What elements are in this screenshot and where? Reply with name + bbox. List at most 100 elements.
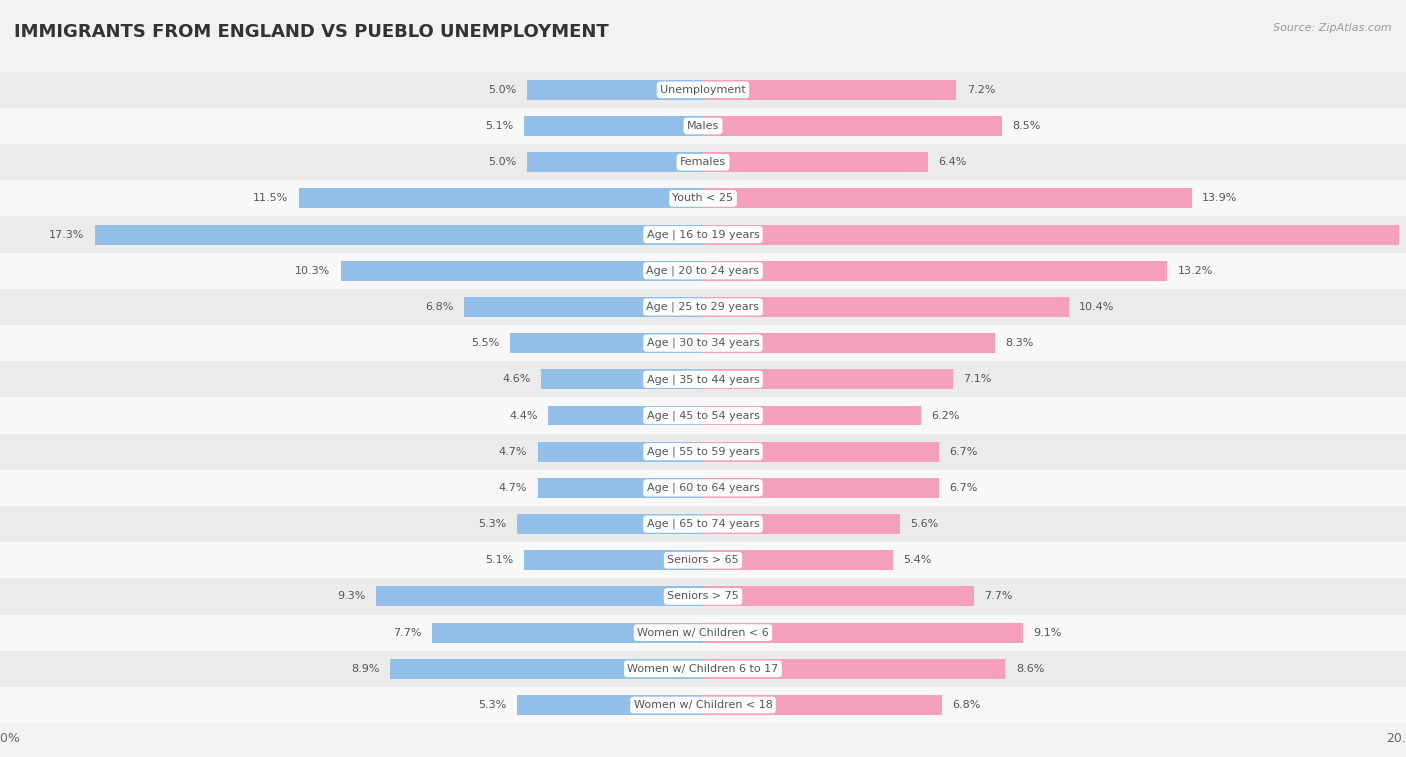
Text: Women w/ Children 6 to 17: Women w/ Children 6 to 17	[627, 664, 779, 674]
Bar	[517, 695, 703, 715]
Bar	[510, 333, 703, 353]
Bar	[0, 651, 1406, 687]
Text: 5.0%: 5.0%	[488, 85, 517, 95]
Bar	[0, 397, 1406, 434]
Bar	[703, 80, 956, 100]
Bar	[703, 623, 1024, 643]
Text: 8.3%: 8.3%	[1005, 338, 1033, 348]
Text: 10.4%: 10.4%	[1080, 302, 1115, 312]
Text: Age | 16 to 19 years: Age | 16 to 19 years	[647, 229, 759, 240]
Text: 17.3%: 17.3%	[49, 229, 84, 239]
Text: IMMIGRANTS FROM ENGLAND VS PUEBLO UNEMPLOYMENT: IMMIGRANTS FROM ENGLAND VS PUEBLO UNEMPL…	[14, 23, 609, 41]
Text: Age | 25 to 29 years: Age | 25 to 29 years	[647, 302, 759, 312]
Bar	[340, 261, 703, 281]
Text: 10.3%: 10.3%	[295, 266, 330, 276]
Text: 5.5%: 5.5%	[471, 338, 499, 348]
Bar	[433, 623, 703, 643]
Text: 5.3%: 5.3%	[478, 700, 506, 710]
Text: Age | 45 to 54 years: Age | 45 to 54 years	[647, 410, 759, 421]
Text: Seniors > 65: Seniors > 65	[668, 556, 738, 565]
Bar	[537, 442, 703, 462]
Bar	[548, 406, 703, 425]
Bar	[703, 369, 953, 389]
Text: 4.6%: 4.6%	[502, 374, 531, 385]
Text: Age | 35 to 44 years: Age | 35 to 44 years	[647, 374, 759, 385]
Text: Age | 60 to 64 years: Age | 60 to 64 years	[647, 483, 759, 493]
Text: 6.4%: 6.4%	[939, 157, 967, 167]
Text: 11.5%: 11.5%	[253, 193, 288, 204]
Bar	[0, 470, 1406, 506]
Bar	[0, 615, 1406, 651]
Bar	[703, 116, 1001, 136]
Text: Women w/ Children < 6: Women w/ Children < 6	[637, 628, 769, 637]
Text: Age | 20 to 24 years: Age | 20 to 24 years	[647, 266, 759, 276]
Bar	[527, 152, 703, 172]
Text: 5.6%: 5.6%	[911, 519, 939, 529]
Text: Women w/ Children < 18: Women w/ Children < 18	[634, 700, 772, 710]
Text: 4.7%: 4.7%	[499, 483, 527, 493]
Text: 5.0%: 5.0%	[488, 157, 517, 167]
Bar	[391, 659, 703, 679]
Text: Source: ZipAtlas.com: Source: ZipAtlas.com	[1274, 23, 1392, 33]
Bar	[0, 180, 1406, 217]
Bar	[703, 333, 995, 353]
Bar	[0, 144, 1406, 180]
Bar	[703, 550, 893, 570]
Bar	[517, 514, 703, 534]
Text: 6.7%: 6.7%	[949, 447, 977, 456]
Text: Males: Males	[688, 121, 718, 131]
Text: 4.7%: 4.7%	[499, 447, 527, 456]
Text: 13.2%: 13.2%	[1178, 266, 1213, 276]
Text: Youth < 25: Youth < 25	[672, 193, 734, 204]
Bar	[537, 478, 703, 498]
Bar	[0, 253, 1406, 289]
Bar	[0, 542, 1406, 578]
Text: 9.1%: 9.1%	[1033, 628, 1062, 637]
Bar	[0, 578, 1406, 615]
Text: Seniors > 75: Seniors > 75	[666, 591, 740, 602]
Bar	[0, 72, 1406, 108]
Text: 7.2%: 7.2%	[967, 85, 995, 95]
Text: Age | 65 to 74 years: Age | 65 to 74 years	[647, 519, 759, 529]
Text: 7.7%: 7.7%	[394, 628, 422, 637]
Text: 8.5%: 8.5%	[1012, 121, 1040, 131]
Text: Age | 55 to 59 years: Age | 55 to 59 years	[647, 447, 759, 457]
Bar	[703, 152, 928, 172]
Bar	[0, 687, 1406, 723]
Text: 5.4%: 5.4%	[904, 556, 932, 565]
Bar	[703, 695, 942, 715]
Text: 6.8%: 6.8%	[953, 700, 981, 710]
Bar	[703, 297, 1069, 317]
Bar	[703, 587, 973, 606]
Bar	[703, 188, 1192, 208]
Text: 7.1%: 7.1%	[963, 374, 991, 385]
Bar	[703, 478, 939, 498]
Bar	[703, 659, 1005, 679]
Bar	[0, 108, 1406, 144]
Text: 8.6%: 8.6%	[1015, 664, 1045, 674]
Bar	[0, 506, 1406, 542]
Bar	[703, 225, 1399, 245]
Bar	[703, 514, 900, 534]
Text: 9.3%: 9.3%	[337, 591, 366, 602]
Bar	[703, 406, 921, 425]
Text: 8.9%: 8.9%	[352, 664, 380, 674]
Text: 13.9%: 13.9%	[1202, 193, 1237, 204]
Bar	[0, 361, 1406, 397]
Bar	[524, 550, 703, 570]
Text: 7.7%: 7.7%	[984, 591, 1012, 602]
Bar	[541, 369, 703, 389]
Bar	[94, 225, 703, 245]
Bar	[703, 442, 939, 462]
Bar	[375, 587, 703, 606]
Text: 6.8%: 6.8%	[425, 302, 454, 312]
Bar	[464, 297, 703, 317]
Text: 6.2%: 6.2%	[932, 410, 960, 421]
Text: 5.1%: 5.1%	[485, 556, 513, 565]
Text: Age | 30 to 34 years: Age | 30 to 34 years	[647, 338, 759, 348]
Bar	[0, 289, 1406, 325]
Bar	[0, 434, 1406, 470]
Text: 6.7%: 6.7%	[949, 483, 977, 493]
Bar	[527, 80, 703, 100]
Bar	[703, 261, 1167, 281]
